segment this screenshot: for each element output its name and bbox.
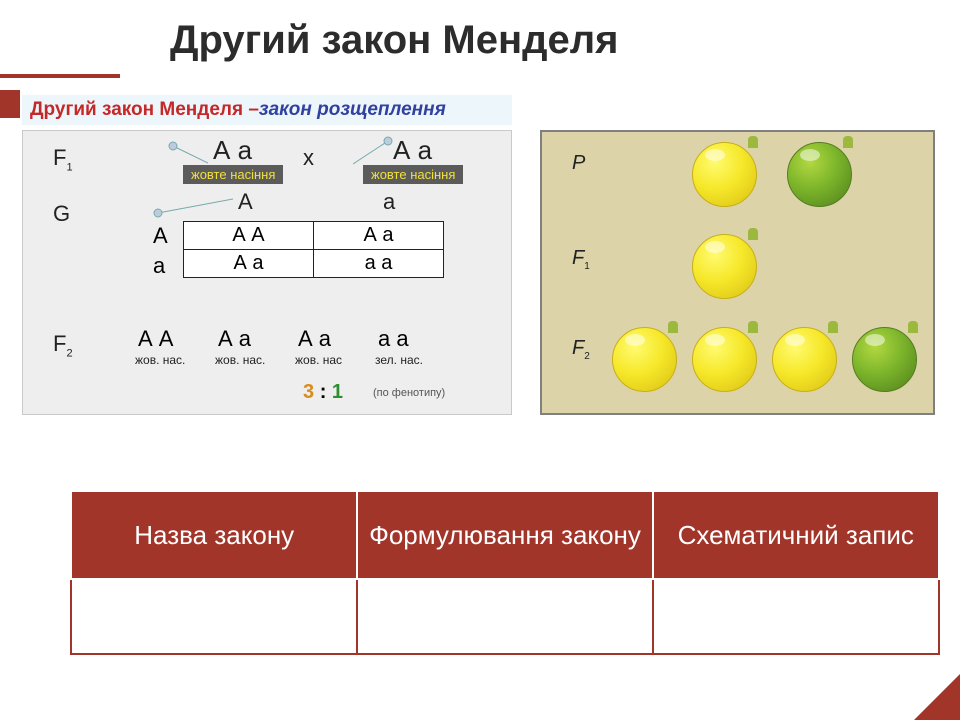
pea-stem-icon: [828, 321, 838, 333]
ratio-note: (по фенотипу): [373, 387, 445, 399]
pea-f2-2: [692, 327, 757, 392]
pointer-gamete-icon: [153, 195, 233, 220]
definition-main: Другий закон Менделя –: [30, 99, 259, 120]
cross-symbol: х: [303, 145, 314, 171]
gamete-row1: А: [153, 223, 168, 249]
summary-table: Назва закону Формулювання закону Схемати…: [70, 490, 940, 655]
punnett-r1c1: А А: [184, 222, 314, 250]
th-schematic: Схематичний запис: [653, 491, 939, 579]
punnett-r2c2: а а: [314, 250, 444, 278]
label-f2: F2: [53, 331, 73, 359]
th-name: Назва закону: [71, 491, 357, 579]
f2-geno-3: А а: [298, 326, 331, 352]
pea-f2-3: [772, 327, 837, 392]
ratio-text: 3 : 1: [303, 381, 343, 404]
left-accent-block: [0, 90, 20, 118]
gamete-col2: а: [383, 189, 395, 215]
f2-geno-4: а а: [378, 326, 409, 352]
pea-f1-yellow: [692, 234, 757, 299]
pointer-left-icon: [168, 141, 208, 171]
pea-f2-4: [852, 327, 917, 392]
pea-stem-icon: [908, 321, 918, 333]
f2-geno-1: А А: [138, 326, 173, 352]
pea-stem-icon: [748, 136, 758, 148]
label-f1: F1: [53, 145, 73, 173]
f2-phen-3: жов. нас: [295, 353, 342, 367]
th-formulation: Формулювання закону: [357, 491, 652, 579]
pea-stem-icon: [748, 228, 758, 240]
definition-rest: закон розщеплення: [259, 99, 446, 120]
gamete-row2: а: [153, 253, 165, 279]
f2-geno-2: А а: [218, 326, 251, 352]
td-name: [71, 579, 357, 654]
pea-stem-icon: [668, 321, 678, 333]
punnett-r1c2: А а: [314, 222, 444, 250]
pea-p-yellow: [692, 142, 757, 207]
seed-badge-right: жовте насіння: [363, 165, 463, 184]
corner-triangle-icon: [914, 674, 960, 720]
pea-illustration: P F1 F2: [540, 130, 935, 415]
title-underline-left: [0, 74, 120, 78]
f2-phen-2: жов. нас.: [215, 353, 265, 367]
definition-box: Другий закон Менделя –закон розщеплення: [22, 95, 512, 125]
page-title: Другий закон Менделя: [170, 18, 619, 63]
td-schematic: [653, 579, 939, 654]
pea-label-f1: F1: [572, 247, 590, 272]
pea-f2-1: [612, 327, 677, 392]
punnett-r2c1: А а: [184, 250, 314, 278]
pea-p-green: [787, 142, 852, 207]
pointer-right-icon: [353, 136, 393, 166]
gamete-col1: А: [238, 189, 253, 215]
pea-stem-icon: [843, 136, 853, 148]
punnett-square: А АА а А аа а: [183, 221, 444, 278]
pea-label-p: P: [572, 152, 585, 175]
cross-diagram: F1 G F2 А а х А а жовте насіння жовте на…: [22, 130, 512, 415]
td-formulation: [357, 579, 652, 654]
parent1-genotype: А а: [213, 135, 252, 166]
f2-phen-4: зел. нас.: [375, 353, 423, 367]
label-g: G: [53, 201, 70, 227]
pea-stem-icon: [748, 321, 758, 333]
f2-phen-1: жов. нас.: [135, 353, 185, 367]
pea-label-f2: F2: [572, 337, 590, 362]
parent2-genotype: А а: [393, 135, 432, 166]
